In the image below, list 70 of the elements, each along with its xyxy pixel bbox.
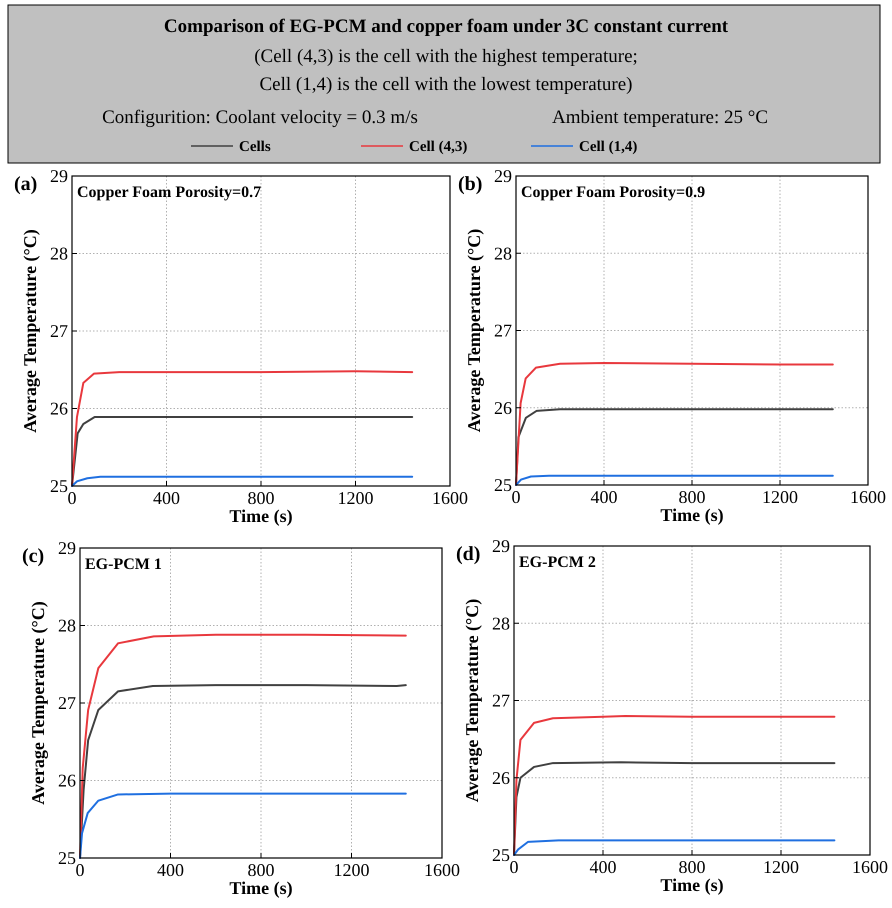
line-series bbox=[71, 370, 414, 487]
text: (Cell (4,3) is the cell with the highest temperature; Cell (1,4) is the cell with the lowest temperature) bbox=[254, 46, 638, 95]
line-series bbox=[513, 714, 836, 856]
legend-label: Cell (1,4) bbox=[579, 139, 638, 155]
x-tick-label: 800 bbox=[678, 857, 706, 877]
y-tick-label: 27 bbox=[50, 321, 68, 341]
y-tick-label: 27 bbox=[494, 320, 512, 340]
y-tick-label: 26 bbox=[492, 768, 510, 788]
x-tick-label: 1600 bbox=[850, 487, 886, 507]
x-tick-label: 1600 bbox=[424, 860, 460, 880]
y-tick-label: 29 bbox=[494, 166, 512, 186]
y-tick-label: 28 bbox=[50, 244, 68, 264]
y-tick-label: 29 bbox=[58, 538, 76, 558]
x-tick-label: 1200 bbox=[338, 488, 374, 508]
y-tick-label: 28 bbox=[494, 243, 512, 264]
y-tick-label: 25 bbox=[492, 845, 510, 865]
line-series bbox=[515, 362, 834, 486]
y-tick-label: 25 bbox=[50, 476, 68, 496]
y-axis-title: Average Temperature (°C) bbox=[462, 598, 482, 802]
x-axis-title: Time (s) bbox=[660, 875, 724, 895]
chart-title: (c) bbox=[22, 545, 44, 567]
annotation: EG-PCM 2 bbox=[519, 554, 596, 571]
x-tick-label: 0 bbox=[512, 487, 520, 507]
chart-title: (d) bbox=[456, 543, 480, 565]
x-tick-label: 0 bbox=[76, 860, 84, 880]
x-tick-label: 400 bbox=[590, 487, 618, 507]
x-tick-label: 1600 bbox=[852, 857, 888, 877]
line-series bbox=[79, 792, 407, 859]
x-tick-label: 1200 bbox=[763, 857, 799, 877]
chart-title: (a) bbox=[14, 173, 38, 195]
annotation: Copper Foam Porosity=0.7 bbox=[77, 184, 262, 201]
y-tick-label: 28 bbox=[58, 616, 76, 636]
y-tick-label: 29 bbox=[50, 166, 68, 186]
x-tick-label: 400 bbox=[157, 860, 184, 880]
y-tick-label: 25 bbox=[58, 848, 76, 868]
x-tick-label: 0 bbox=[510, 857, 518, 877]
x-axis-title: Time (s) bbox=[229, 506, 293, 526]
y-tick-label: 28 bbox=[492, 613, 510, 634]
x-tick-label: 1600 bbox=[432, 488, 468, 508]
chart-title: (b) bbox=[458, 173, 482, 195]
x-tick-label: 800 bbox=[248, 860, 274, 880]
y-tick-label: 25 bbox=[494, 475, 512, 495]
x-tick-label: 1200 bbox=[334, 860, 370, 880]
y-tick-label: 27 bbox=[492, 690, 510, 710]
y-axis-title: Average Temperature (°C) bbox=[28, 601, 48, 805]
x-tick-label: 400 bbox=[153, 488, 180, 508]
x-tick-label: 1200 bbox=[762, 487, 798, 507]
y-axis-title: Average Temperature (°C) bbox=[20, 229, 40, 433]
x-tick-label: 800 bbox=[248, 488, 274, 508]
text: Configurition: Coolant velocity = 0.3 m/s bbox=[102, 107, 418, 128]
x-axis-title: Time (s) bbox=[660, 505, 724, 525]
legend-label: Cell (4,3) bbox=[409, 139, 468, 155]
y-tick-label: 29 bbox=[492, 536, 510, 556]
annotation: EG-PCM 1 bbox=[85, 556, 162, 573]
text: Comparison of EG-PCM and copper foam under 3C constant current bbox=[164, 16, 729, 37]
x-axis-title: Time (s) bbox=[229, 878, 293, 898]
x-tick-label: 0 bbox=[68, 488, 76, 508]
legend-label: Cells bbox=[239, 139, 271, 155]
y-tick-label: 26 bbox=[58, 770, 76, 790]
y-tick-label: 26 bbox=[50, 398, 68, 418]
annotation: Copper Foam Porosity=0.9 bbox=[521, 184, 706, 201]
x-tick-label: 400 bbox=[590, 857, 616, 877]
x-tick-label: 800 bbox=[678, 487, 706, 507]
y-axis-title: Average Temperature (°C) bbox=[464, 228, 484, 432]
y-tick-label: 26 bbox=[494, 398, 512, 418]
y-tick-label: 27 bbox=[58, 693, 76, 713]
text: Ambient temperature: 25 °C bbox=[552, 107, 768, 128]
line-series bbox=[71, 476, 414, 487]
line-series bbox=[513, 839, 836, 856]
line-series bbox=[515, 474, 834, 486]
